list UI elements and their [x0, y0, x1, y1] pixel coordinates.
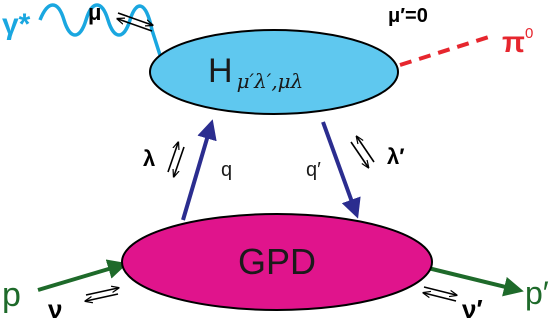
- photon-label: γ*: [2, 8, 31, 41]
- photon-line: [38, 3, 162, 56]
- pion-label: π0: [502, 25, 533, 59]
- incoming-proton-label: p: [2, 276, 21, 314]
- hard-scattering-blob: [149, 29, 399, 115]
- left-parton-helicity-arrows: [167, 143, 185, 176]
- outgoing-proton-helicity-label: ν′: [462, 294, 483, 324]
- incoming-proton-helicity-arrows: [86, 288, 118, 301]
- right-parton-helicity-label: λ′: [387, 144, 405, 169]
- right-parton-momentum-label: q′: [306, 159, 321, 181]
- incoming-proton-helicity-label: ν: [48, 294, 62, 324]
- outgoing-proton-label: p′: [525, 275, 549, 311]
- left-parton-momentum-label: q: [221, 159, 232, 181]
- outgoing-proton-helicity-arrows: [424, 286, 456, 302]
- left-parton-helicity-label: λ: [143, 146, 155, 171]
- pion-helicity-constraint-label: μ′=0: [388, 5, 428, 27]
- gpd-label: GPD: [238, 241, 316, 282]
- pion-line: [399, 33, 496, 67]
- gpd-blob: [121, 213, 433, 311]
- right-parton-line: [321, 121, 361, 219]
- photon-helicity-arrows: [118, 12, 152, 32]
- outgoing-proton-line: [427, 266, 524, 297]
- incoming-proton-line: [37, 259, 128, 292]
- photon-helicity-label: μ: [88, 0, 101, 25]
- left-parton-line: [181, 119, 217, 221]
- right-parton-helicity-arrows: [350, 137, 375, 167]
